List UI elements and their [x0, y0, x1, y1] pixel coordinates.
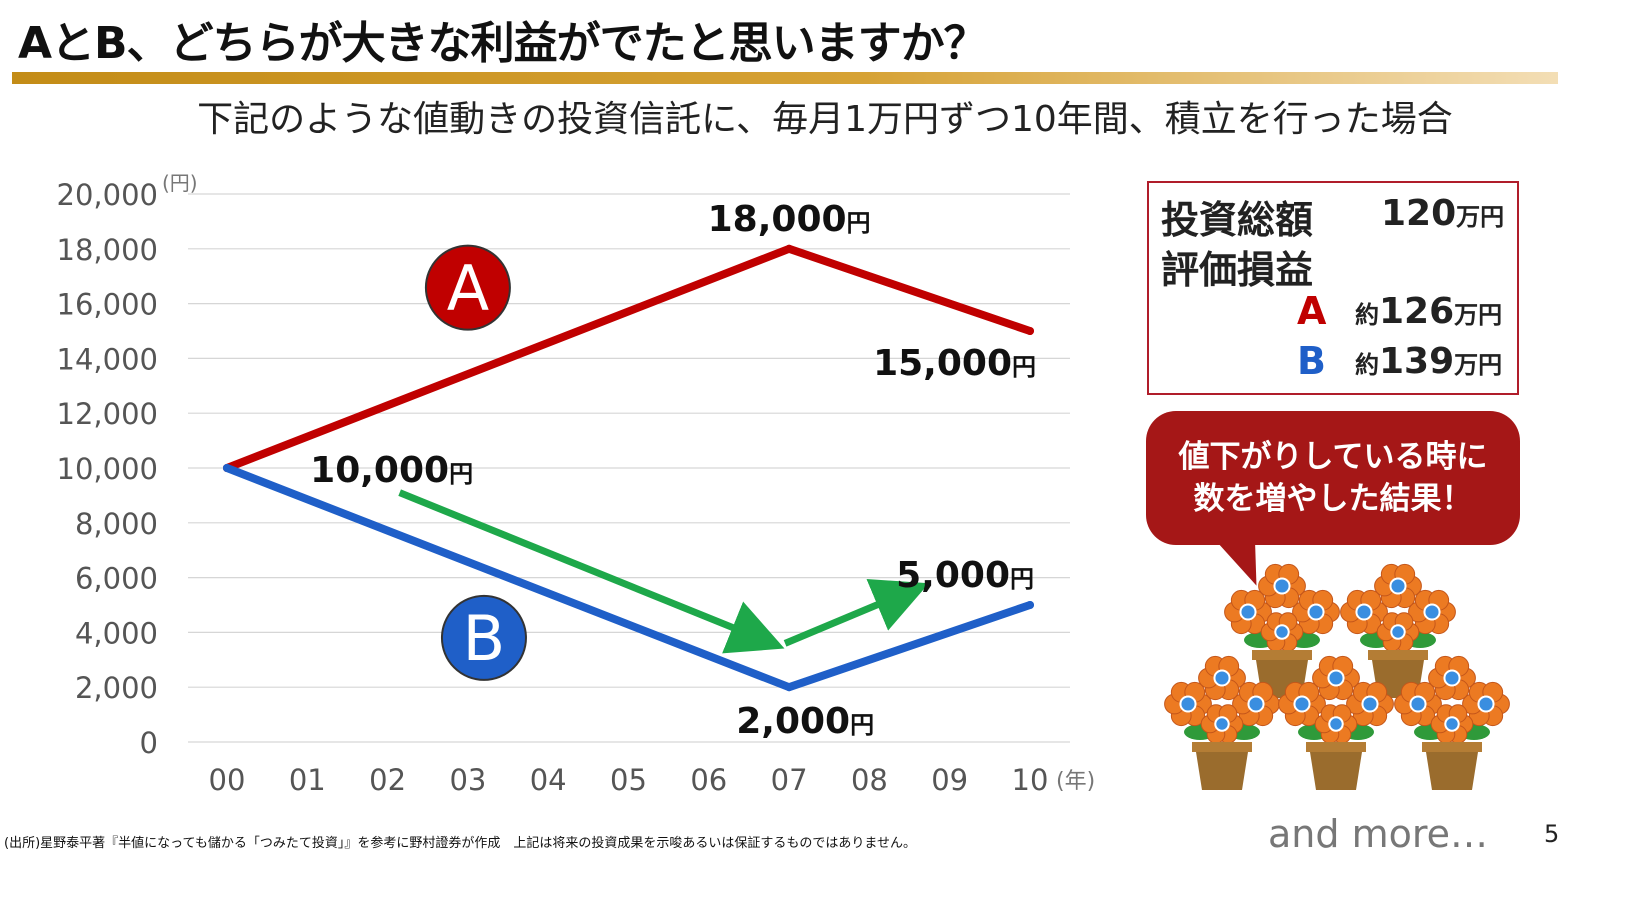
x-tick-label: 05 [610, 763, 647, 797]
value-label: 18,000円 [708, 199, 871, 240]
result-a-approx: 約 [1355, 301, 1379, 329]
value-label: 2,000円 [736, 701, 874, 742]
x-tick-label: 03 [449, 763, 486, 797]
series-A-badge-label: A [447, 252, 489, 325]
y-tick-label: 6,000 [75, 562, 158, 596]
series-A-point [785, 244, 794, 253]
page-title: AとB、どちらが大きな利益がでたと思いますか？ [18, 18, 988, 69]
x-tick-label: 09 [931, 763, 968, 797]
flower-pot [1394, 655, 1510, 790]
page-number: 5 [1544, 820, 1560, 848]
value-label: 5,000円 [896, 555, 1034, 596]
y-tick-label: 10,000 [57, 452, 158, 486]
result-a-value: 約126万円 [1355, 291, 1502, 332]
result-b-label: B [1297, 339, 1326, 383]
result-b-unit: 万円 [1454, 351, 1503, 379]
y-tick-label: 12,000 [57, 397, 158, 431]
flower-pot [1224, 563, 1340, 698]
series-B-point [1026, 601, 1034, 609]
total-investment-value: 120万円 [1381, 193, 1504, 234]
price-down-arrow [398, 489, 785, 654]
flower-pot [1164, 655, 1280, 790]
result-a-label: A [1297, 289, 1327, 333]
line-chart: 0 2,000 4,000 6,000 8,000 10,000 12,000 14,000 1… [57, 171, 1096, 797]
x-unit-label: (年) [1056, 769, 1095, 794]
flower-pot [1340, 563, 1456, 698]
series-B-badge-label: B [463, 602, 506, 675]
y-tick-label: 20,000 [57, 178, 158, 212]
result-b-number: 139 [1379, 341, 1455, 382]
x-tick-label: 07 [771, 763, 808, 797]
x-tick-label: 06 [690, 763, 727, 797]
result-a-number: 126 [1379, 291, 1455, 332]
series-B-badge [440, 594, 527, 681]
result-b-approx: 約 [1355, 351, 1379, 379]
y-tick-label: 14,000 [57, 342, 158, 376]
x-tick-label: 04 [530, 763, 567, 797]
flower-pots-illustration [1164, 563, 1510, 790]
bubble-line-1: 値下がりしている時に [1178, 439, 1488, 475]
flower-pot [1278, 655, 1394, 790]
series-A-point [1026, 327, 1034, 335]
total-investment-unit: 万円 [1456, 203, 1505, 231]
x-tick-label: 02 [369, 763, 406, 797]
y-tick-label: 2,000 [75, 671, 158, 705]
series-A-badge [424, 244, 511, 331]
bubble-line-2: 数を増やした結果！ [1193, 481, 1473, 517]
result-b-value: 約139万円 [1355, 341, 1502, 382]
source-note: (出所)星野泰平著『半値になっても儲かる「つみたて投資」』を参考に野村證券が作成… [4, 836, 916, 851]
x-tick-label: 10 [1012, 763, 1049, 797]
series-B-point [785, 683, 794, 692]
x-tick-label: 08 [851, 763, 888, 797]
total-investment-number: 120 [1381, 193, 1457, 234]
total-investment-label: 投資総額 [1161, 198, 1314, 242]
and-more-text: and more… [1268, 812, 1489, 856]
y-tick-label: 4,000 [75, 616, 158, 650]
y-unit-label: (円) [162, 171, 198, 195]
result-a-unit: 万円 [1454, 301, 1503, 329]
series-B-point [223, 464, 231, 472]
y-tick-label: 18,000 [57, 233, 158, 267]
evaluation-label: 評価損益 [1161, 248, 1314, 292]
value-label: 15,000円 [873, 343, 1036, 384]
investment-summary-box: 投資総額 120万円 評価損益 A 約126万円 B 約139万円 [1147, 181, 1519, 395]
x-tick-label: 01 [289, 763, 326, 797]
speech-bubble: 値下がりしている時に 数を増やした結果！ [1146, 411, 1520, 545]
y-tick-label: 8,000 [75, 507, 158, 541]
value-label: 10,000円 [310, 450, 473, 491]
y-tick-label: 16,000 [57, 288, 158, 322]
page-subtitle: 下記のような値動きの投資信託に、毎月1万円ずつ10年間、積立を行った場合 [197, 99, 1453, 140]
y-tick-label: 0 [140, 726, 158, 760]
x-tick-label: 00 [209, 763, 246, 797]
price-up-arrow [783, 578, 929, 647]
title-underline-bar [12, 72, 1558, 84]
